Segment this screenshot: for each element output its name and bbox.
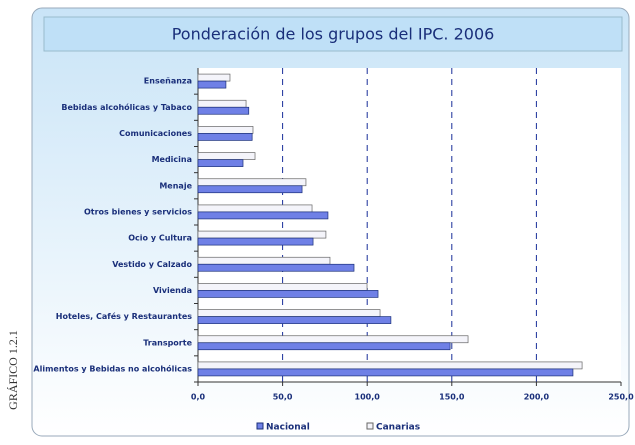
bar [197,316,392,324]
bar [197,126,254,134]
bar [197,106,250,115]
y-tick-label: Menaje [159,181,192,190]
bar [197,335,469,344]
bar [197,99,247,108]
y-tick-label: Enseñanza [144,77,192,86]
legend-swatch [366,422,374,430]
y-tick-label: Alimentos y Bebidas no alcohólicas [33,363,192,373]
bar [197,263,355,272]
bar [197,256,331,265]
chart-title: Ponderación de los grupos del IPC. 2006 [172,25,495,44]
y-tick-label: Otros bienes y servicios [84,207,192,216]
y-tick-label: Ocio y Cultura [128,234,192,243]
bar [197,152,256,160]
y-tick-label: Vestido y Calzado [112,260,192,269]
bar [197,230,327,239]
x-tick-label: 100,0 [355,393,381,402]
x-tick-label: 0,0 [191,393,206,402]
bar [197,185,303,194]
bar [197,309,381,317]
bar [197,178,307,187]
y-tick-label: Transporte [143,338,192,347]
bar [197,211,329,220]
y-tick-label: Bebidas alcohólicas y Tabaco [61,102,192,112]
plot-area [198,68,621,382]
title-box [43,16,623,52]
bar [197,290,379,298]
bar [197,368,574,377]
bar [197,73,231,82]
bar [197,342,451,351]
x-tick-label: 200,0 [524,393,550,402]
bar [197,159,244,167]
bar [197,204,313,213]
bar [197,361,583,370]
legend-label: Nacional [266,423,310,433]
bar [197,80,227,89]
legend-swatch [256,422,264,430]
y-tick-label: Medicina [152,155,192,164]
side-label: GRÁFICO 1.2.1 [6,330,20,410]
bar [197,283,368,291]
x-tick-label: 150,0 [439,393,465,402]
y-tick-label: Comunicaciones [119,129,192,138]
bar [197,237,314,246]
y-tick-label: Hoteles, Cafés y Restaurantes [56,311,192,321]
x-tick-label: 50,0 [273,393,293,402]
x-tick-label: 250,0 [608,393,634,402]
y-tick-label: Vivienda [153,286,192,295]
legend-label: Canarias [376,423,420,433]
bar [197,133,253,141]
